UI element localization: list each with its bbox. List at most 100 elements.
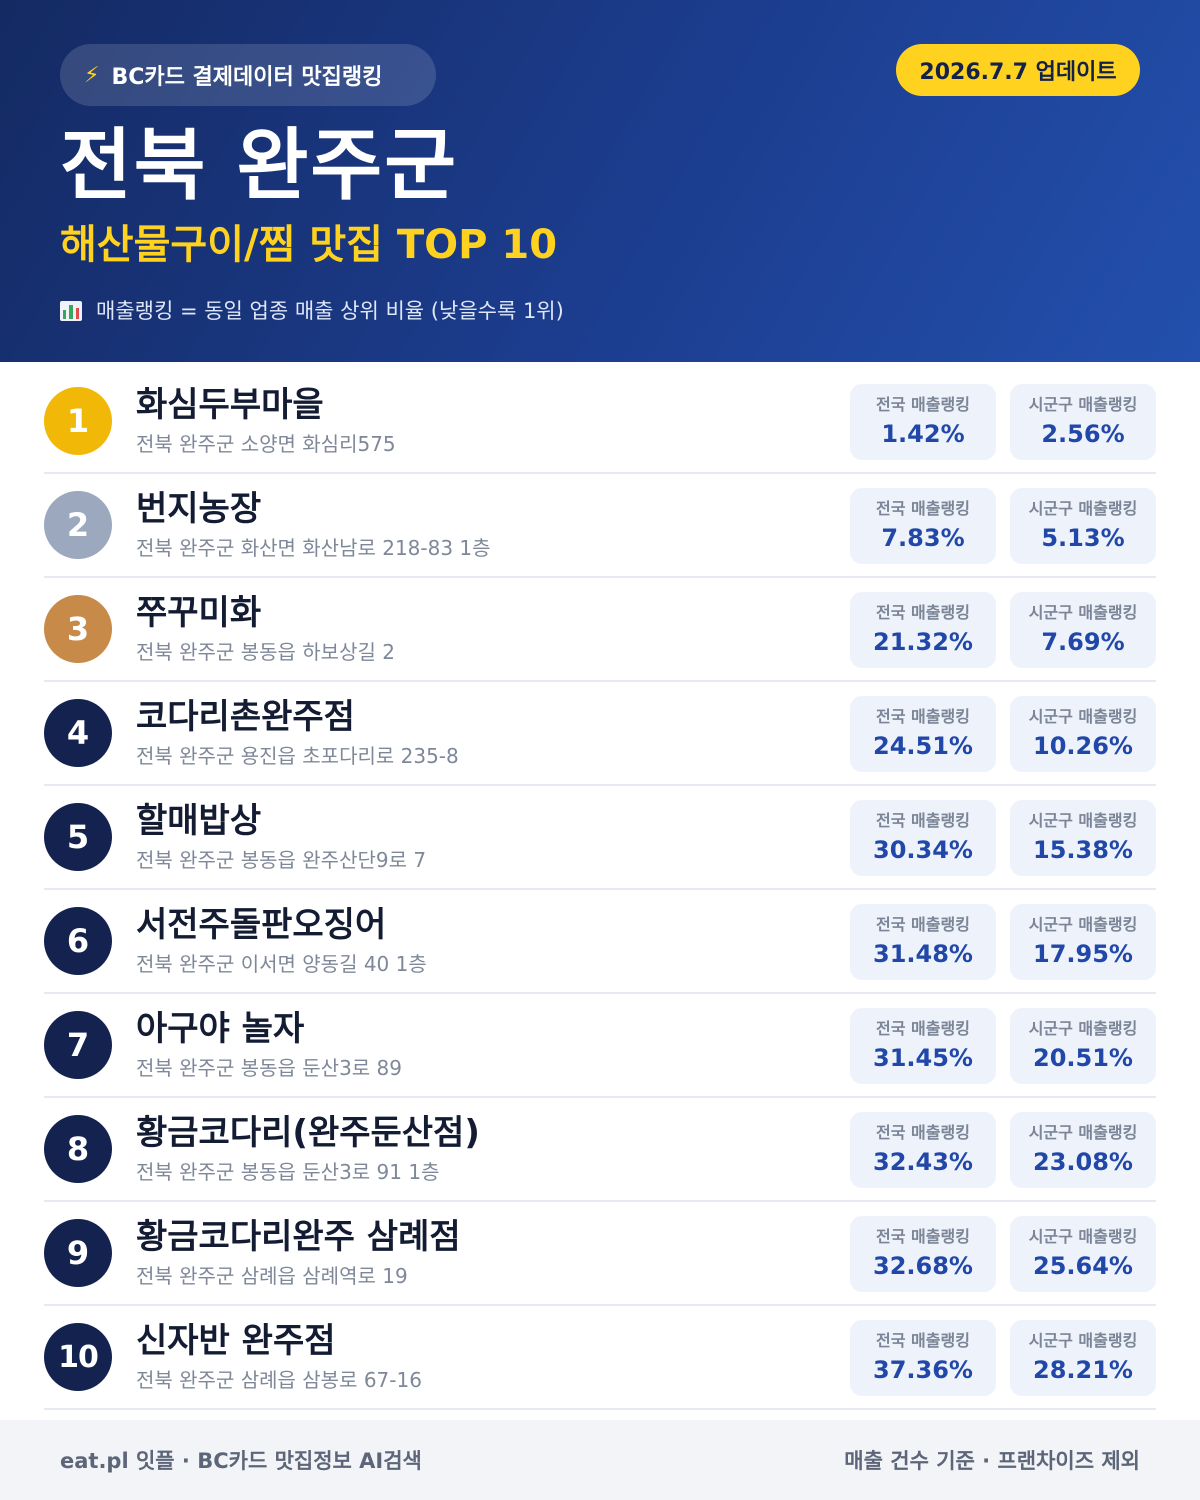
local-ranking-card: 시군구 매출랭킹 10.26% bbox=[1010, 696, 1156, 772]
legend-text: 매출랭킹 = 동일 업종 매출 상위 비율 (낮을수록 1위) bbox=[96, 299, 564, 323]
local-ranking-label: 시군구 매출랭킹 bbox=[1028, 1227, 1138, 1246]
rank-badge: 3 bbox=[44, 595, 112, 663]
local-ranking-card: 시군구 매출랭킹 23.08% bbox=[1010, 1112, 1156, 1188]
restaurant-name: 쭈꾸미화 bbox=[136, 593, 262, 633]
restaurant-name: 황금코다리완주 삼례점 bbox=[136, 1217, 461, 1257]
national-ranking-value: 31.48% bbox=[873, 940, 973, 968]
national-ranking-card: 전국 매출랭킹 32.68% bbox=[850, 1216, 996, 1292]
restaurant-address: 전북 완주군 삼례읍 삼봉로 67-16 bbox=[136, 1368, 422, 1392]
national-ranking-card: 전국 매출랭킹 32.43% bbox=[850, 1112, 996, 1188]
restaurant-address: 전북 완주군 삼례읍 삼례역로 19 bbox=[136, 1264, 408, 1288]
rank-badge: 9 bbox=[44, 1219, 112, 1287]
local-ranking-card: 시군구 매출랭킹 7.69% bbox=[1010, 592, 1156, 668]
national-ranking-value: 21.32% bbox=[873, 628, 973, 656]
footer-note: 매출 건수 기준 · 프랜차이즈 제외 bbox=[844, 1449, 1140, 1473]
local-ranking-value: 28.21% bbox=[1033, 1356, 1133, 1384]
national-ranking-value: 32.68% bbox=[873, 1252, 973, 1280]
national-ranking-label: 전국 매출랭킹 bbox=[876, 499, 970, 518]
local-ranking-label: 시군구 매출랭킹 bbox=[1028, 395, 1138, 414]
local-ranking-label: 시군구 매출랭킹 bbox=[1028, 707, 1138, 726]
national-ranking-label: 전국 매출랭킹 bbox=[876, 1019, 970, 1038]
national-ranking-card: 전국 매출랭킹 24.51% bbox=[850, 696, 996, 772]
restaurant-row[interactable]: 4 코다리촌완주점 전북 완주군 용진읍 초포다리로 235-8 전국 매출랭킹 24.… bbox=[44, 682, 1156, 786]
rank-badge: 7 bbox=[44, 1011, 112, 1079]
local-ranking-label: 시군구 매출랭킹 bbox=[1028, 603, 1138, 622]
restaurant-address: 전북 완주군 봉동읍 둔산3로 91 1층 bbox=[136, 1160, 440, 1184]
national-ranking-value: 24.51% bbox=[873, 732, 973, 760]
local-ranking-card: 시군구 매출랭킹 17.95% bbox=[1010, 904, 1156, 980]
restaurant-name: 번지농장 bbox=[136, 489, 262, 529]
national-ranking-label: 전국 매출랭킹 bbox=[876, 395, 970, 414]
update-date-badge: 2026.7.7 업데이트 bbox=[896, 44, 1140, 96]
restaurant-name: 할매밥상 bbox=[136, 801, 262, 841]
restaurant-name: 서전주돌판오징어 bbox=[136, 905, 387, 945]
bar-chart-icon bbox=[60, 301, 82, 321]
national-ranking-card: 전국 매출랭킹 31.48% bbox=[850, 904, 996, 980]
local-ranking-card: 시군구 매출랭킹 20.51% bbox=[1010, 1008, 1156, 1084]
national-ranking-label: 전국 매출랭킹 bbox=[876, 915, 970, 934]
local-ranking-label: 시군구 매출랭킹 bbox=[1028, 915, 1138, 934]
local-ranking-label: 시군구 매출랭킹 bbox=[1028, 1019, 1138, 1038]
restaurant-address: 전북 완주군 봉동읍 완주산단9로 7 bbox=[136, 848, 427, 872]
page-title: 전북 완주군 bbox=[60, 121, 458, 211]
national-ranking-label: 전국 매출랭킹 bbox=[876, 1123, 970, 1142]
restaurant-row[interactable]: 8 황금코다리(완주둔산점) 전북 완주군 봉동읍 둔산3로 91 1층 전국 매출랭… bbox=[44, 1098, 1156, 1202]
national-ranking-card: 전국 매출랭킹 21.32% bbox=[850, 592, 996, 668]
local-ranking-card: 시군구 매출랭킹 5.13% bbox=[1010, 488, 1156, 564]
restaurant-row[interactable]: 10 신자반 완주점 전북 완주군 삼례읍 삼봉로 67-16 전국 매출랭킹 37.3… bbox=[44, 1306, 1156, 1410]
local-ranking-value: 10.26% bbox=[1033, 732, 1133, 760]
rank-badge: 4 bbox=[44, 699, 112, 767]
local-ranking-value: 17.95% bbox=[1033, 940, 1133, 968]
national-ranking-label: 전국 매출랭킹 bbox=[876, 1331, 970, 1350]
national-ranking-value: 37.36% bbox=[873, 1356, 973, 1384]
national-ranking-label: 전국 매출랭킹 bbox=[876, 603, 970, 622]
national-ranking-label: 전국 매출랭킹 bbox=[876, 1227, 970, 1246]
rank-badge: 6 bbox=[44, 907, 112, 975]
local-ranking-card: 시군구 매출랭킹 2.56% bbox=[1010, 384, 1156, 460]
national-ranking-card: 전국 매출랭킹 7.83% bbox=[850, 488, 996, 564]
restaurant-address: 전북 완주군 화산면 화산남로 218-83 1층 bbox=[136, 536, 491, 560]
national-ranking-value: 1.42% bbox=[881, 420, 965, 448]
national-ranking-value: 31.45% bbox=[873, 1044, 973, 1072]
national-ranking-card: 전국 매출랭킹 31.45% bbox=[850, 1008, 996, 1084]
national-ranking-label: 전국 매출랭킹 bbox=[876, 811, 970, 830]
rank-badge: 5 bbox=[44, 803, 112, 871]
local-ranking-card: 시군구 매출랭킹 28.21% bbox=[1010, 1320, 1156, 1396]
local-ranking-card: 시군구 매출랭킹 25.64% bbox=[1010, 1216, 1156, 1292]
restaurant-address: 전북 완주군 소양면 화심리575 bbox=[136, 432, 396, 456]
rank-badge: 2 bbox=[44, 491, 112, 559]
restaurant-address: 전북 완주군 용진읍 초포다리로 235-8 bbox=[136, 744, 459, 768]
national-ranking-card: 전국 매출랭킹 1.42% bbox=[850, 384, 996, 460]
local-ranking-value: 15.38% bbox=[1033, 836, 1133, 864]
ranking-legend: 매출랭킹 = 동일 업종 매출 상위 비율 (낮을수록 1위) bbox=[60, 296, 564, 326]
national-ranking-value: 30.34% bbox=[873, 836, 973, 864]
footer-source: eat.pl 잇플 · BC카드 맛집정보 AI검색 bbox=[60, 1449, 422, 1473]
restaurant-name: 화심두부마을 bbox=[136, 385, 324, 425]
restaurant-row[interactable]: 7 아구야 놀자 전북 완주군 봉동읍 둔산3로 89 전국 매출랭킹 31.45% 시군… bbox=[44, 994, 1156, 1098]
national-ranking-value: 7.83% bbox=[881, 524, 965, 552]
brand-label: BC카드 결제데이터 맛집랭킹 bbox=[111, 65, 383, 90]
local-ranking-value: 2.56% bbox=[1041, 420, 1125, 448]
rank-badge: 8 bbox=[44, 1115, 112, 1183]
rank-badge: 10 bbox=[44, 1323, 112, 1391]
restaurant-address: 전북 완주군 이서면 양동길 40 1층 bbox=[136, 952, 427, 976]
local-ranking-value: 7.69% bbox=[1041, 628, 1125, 656]
national-ranking-value: 32.43% bbox=[873, 1148, 973, 1176]
restaurant-address: 전북 완주군 봉동읍 하보상길 2 bbox=[136, 640, 395, 664]
local-ranking-value: 20.51% bbox=[1033, 1044, 1133, 1072]
local-ranking-label: 시군구 매출랭킹 bbox=[1028, 499, 1138, 518]
national-ranking-card: 전국 매출랭킹 37.36% bbox=[850, 1320, 996, 1396]
local-ranking-value: 23.08% bbox=[1033, 1148, 1133, 1176]
rank-badge: 1 bbox=[44, 387, 112, 455]
local-ranking-card: 시군구 매출랭킹 15.38% bbox=[1010, 800, 1156, 876]
restaurant-name: 아구야 놀자 bbox=[136, 1009, 305, 1049]
national-ranking-label: 전국 매출랭킹 bbox=[876, 707, 970, 726]
brand-badge: ⚡ BC카드 결제데이터 맛집랭킹 bbox=[60, 44, 436, 106]
